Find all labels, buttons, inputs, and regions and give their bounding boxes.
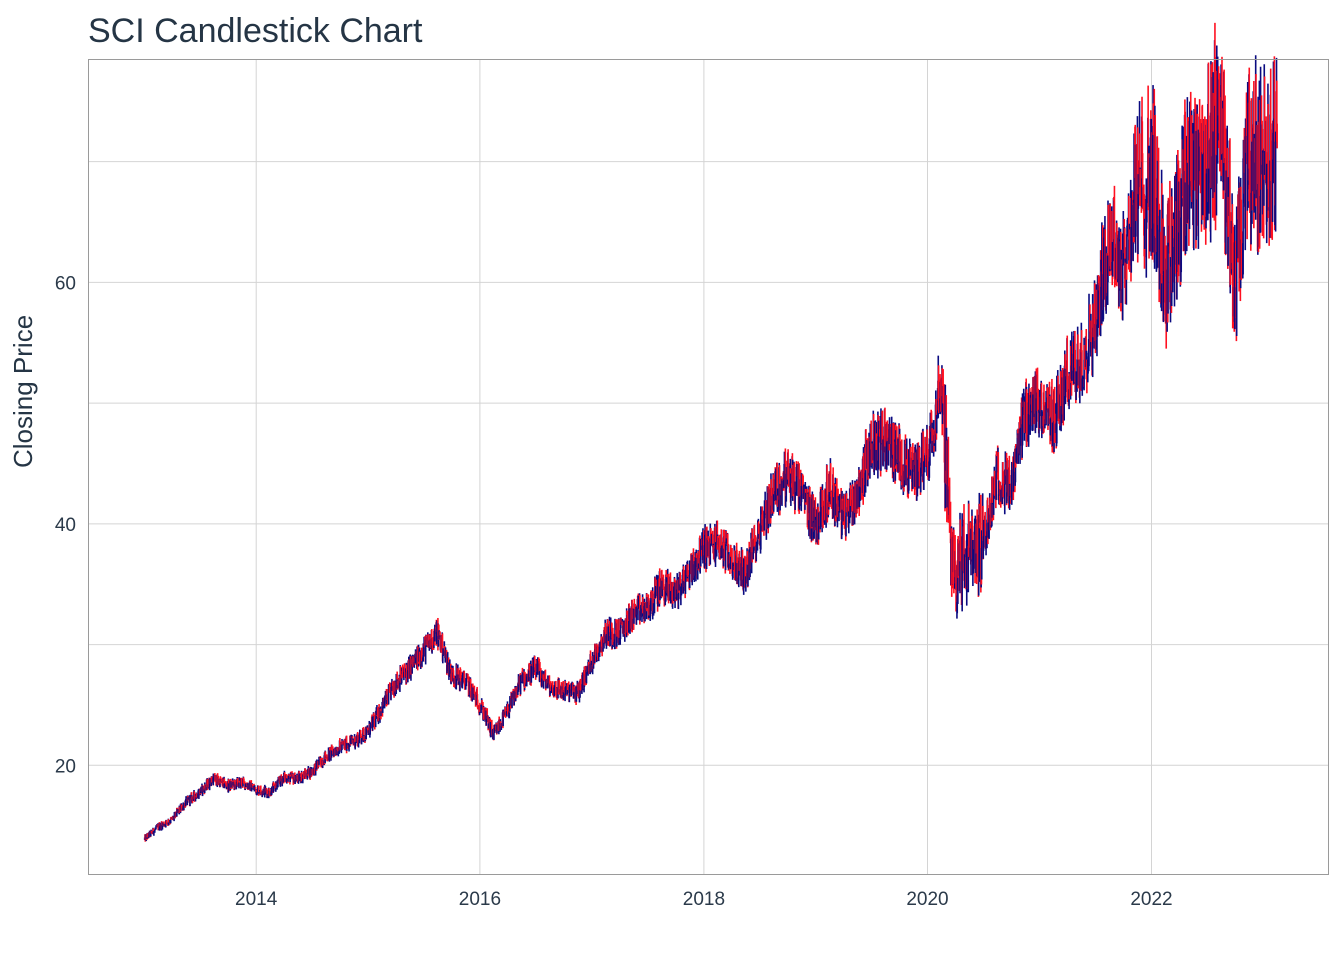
x-tick-label: 2020 — [906, 889, 948, 910]
grid-lines — [88, 59, 1328, 874]
x-tick-label: 2016 — [459, 889, 501, 910]
chart-title: SCI Candlestick Chart — [88, 12, 423, 50]
x-axis-ticks: 2014 2016 2018 2020 2022 — [235, 889, 1173, 910]
candles — [143, 22, 1278, 842]
plot-frame — [88, 59, 1329, 875]
x-tick-label: 2022 — [1130, 889, 1172, 910]
y-tick-label: 20 — [55, 756, 76, 777]
x-tick-label: 2018 — [683, 889, 725, 910]
x-tick-label: 2014 — [235, 889, 278, 910]
y-axis-ticks: 20 40 60 — [55, 273, 76, 777]
y-tick-label: 60 — [55, 273, 76, 294]
y-tick-label: 40 — [55, 515, 76, 536]
